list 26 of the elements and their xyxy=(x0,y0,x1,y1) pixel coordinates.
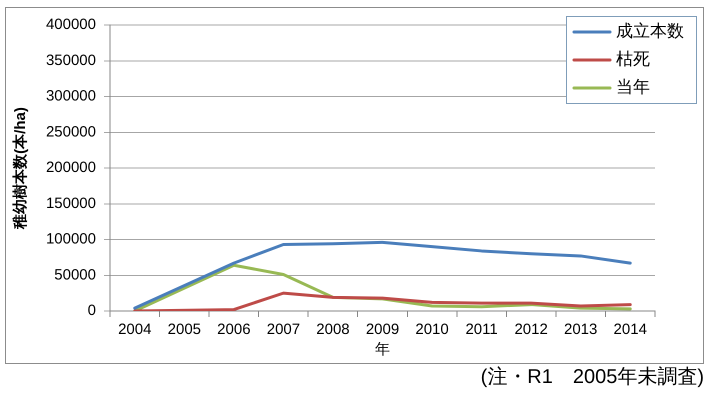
x-tick-label: 2004 xyxy=(118,321,152,338)
y-tick-label: 150000 xyxy=(46,194,96,212)
text: (注・R1 2005年未調査) xyxy=(480,365,704,389)
y-tick-label: 400000 xyxy=(46,16,96,34)
x-tick-label: 2007 xyxy=(266,321,300,338)
y-axis-title: 稚幼樹本数(本/ha) xyxy=(12,107,30,230)
y-tick-label: 300000 xyxy=(46,88,96,105)
x-tick-label: 2012 xyxy=(514,321,548,338)
x-tick-label: 2009 xyxy=(366,321,400,338)
y-tick-label: 250000 xyxy=(46,123,96,140)
y-tick-label: 350000 xyxy=(46,52,96,69)
legend-label: 成立本数 xyxy=(616,22,684,41)
x-tick-label: 2006 xyxy=(217,321,251,338)
y-tick-label: 100000 xyxy=(46,230,96,248)
x-tick-label: 2005 xyxy=(168,321,202,338)
x-tick-label: 2010 xyxy=(415,321,449,338)
x-axis-title: 年 xyxy=(375,341,390,358)
y-tick-label: 200000 xyxy=(46,159,96,176)
legend-label: 当年 xyxy=(616,78,650,97)
x-tick-label: 2011 xyxy=(465,321,498,338)
x-tick-label: 2008 xyxy=(316,321,350,338)
y-tick-label: 50000 xyxy=(54,266,96,284)
y-tick-label: 0 xyxy=(88,302,96,320)
x-tick-label: 2014 xyxy=(614,321,647,338)
legend-label: 枯死 xyxy=(616,50,650,69)
x-tick-label: 2013 xyxy=(564,321,598,338)
